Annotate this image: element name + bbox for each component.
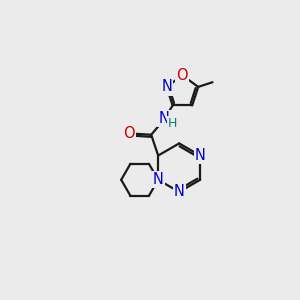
Text: O: O — [177, 68, 188, 83]
Text: N: N — [174, 184, 184, 200]
Text: N: N — [158, 111, 169, 126]
Text: N: N — [195, 148, 206, 163]
Text: H: H — [168, 117, 177, 130]
Text: N: N — [153, 172, 164, 187]
Text: O: O — [123, 126, 134, 141]
Text: N: N — [161, 80, 172, 94]
